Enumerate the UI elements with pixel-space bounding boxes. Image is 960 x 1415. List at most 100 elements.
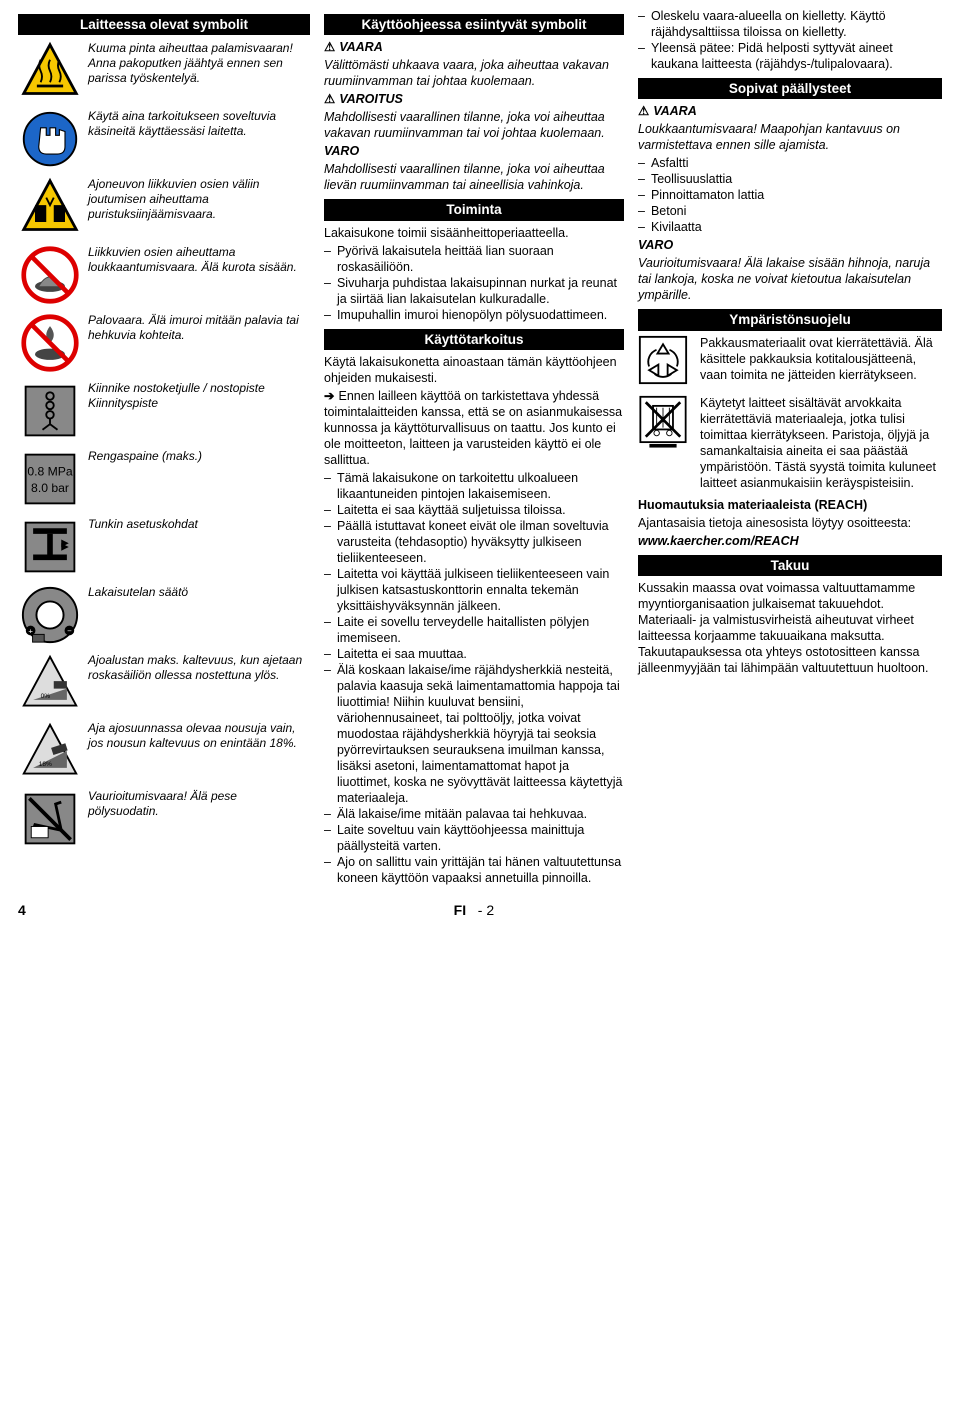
env-text-2: Käytetyt laitteet sisältävät arvokkaita … xyxy=(700,395,942,491)
kaytto-heading: Käyttötarkoitus xyxy=(324,329,624,350)
footer-page: - 2 xyxy=(478,902,494,918)
list-item: Teollisuuslattia xyxy=(651,171,732,187)
page-columns: Laitteessa olevat symbolit Kuuma pinta a… xyxy=(18,8,942,886)
symbol-row: Kiinnike nostoketjulle / nostopiste Kiin… xyxy=(18,379,310,443)
reach-text: Ajantasaisia tietoja ainesosista löytyy … xyxy=(638,515,942,531)
sopivat-heading: Sopivat päällysteet xyxy=(638,78,942,99)
env-text-1: Pakkausmateriaalit ovat kierrätettäviä. … xyxy=(700,335,942,389)
caution-label: VARO xyxy=(324,144,359,158)
symbol-row: Ajoneuvon liikkuvien osien väliin joutum… xyxy=(18,175,310,239)
kaytto-list: Tämä lakaisukone on tarkoitettu ulkoalue… xyxy=(324,470,624,886)
symbol-row: 18% Aja ajosuunnassa olevaa nousuja vain… xyxy=(18,719,310,783)
symbol-row: Palovaara. Älä imuroi mitään palavia tai… xyxy=(18,311,310,375)
list-item: Ajo on sallittu vain yrittäjän tai hänen… xyxy=(337,854,624,886)
no-reach-icon xyxy=(18,243,82,307)
symbol-row: 0.8 MPa 8.0 bar Rengaspaine (maks.) xyxy=(18,447,310,511)
symbol-text: Rengaspaine (maks.) xyxy=(88,447,202,464)
slope-18-icon: 18% xyxy=(18,719,82,783)
lifting-point-icon xyxy=(18,379,82,443)
sopivat-varo-text: Vaurioitumisvaara! Älä lakaise sisään hi… xyxy=(638,255,942,303)
toiminta-list: Pyörivä lakaisutela heittää lian suoraan… xyxy=(324,243,624,323)
list-item: Laitetta ei saa muuttaa. xyxy=(337,646,467,662)
list-item: Pinnoittamaton lattia xyxy=(651,187,764,203)
column-2: Käyttöohjeessa esiintyvät symbolit VAARA… xyxy=(324,8,624,886)
symbol-row: + − Lakaisutelan säätö xyxy=(18,583,310,647)
top-list: Oleskelu vaara-alueella on kielletty. Kä… xyxy=(638,8,942,72)
env-row: Käytetyt laitteet sisältävät arvokkaita … xyxy=(638,395,942,491)
sopivat-danger-label: VAARA xyxy=(638,104,697,118)
reach-heading: Huomautuksia materiaaleista (REACH) xyxy=(638,497,942,513)
sopivat-list: Asfaltti Teollisuuslattia Pinnoittamaton… xyxy=(638,155,942,235)
fire-hazard-icon xyxy=(18,311,82,375)
list-item: Betoni xyxy=(651,203,686,219)
toiminta-heading: Toiminta xyxy=(324,199,624,220)
list-item: Laitetta ei saa käyttää suljetuissa tilo… xyxy=(337,502,566,518)
danger-label: VAARA xyxy=(324,40,383,54)
symbol-row: 0% Ajoalustan maks. kaltevuus, kun ajeta… xyxy=(18,651,310,715)
takuu-heading: Takuu xyxy=(638,555,942,576)
symbol-text: Vaurioitumisvaara! Älä pese pölysuodatin… xyxy=(88,787,310,819)
column-1: Laitteessa olevat symbolit Kuuma pinta a… xyxy=(18,8,310,886)
pinch-hazard-icon xyxy=(18,175,82,239)
symbol-row: Vaurioitumisvaara! Älä pese pölysuodatin… xyxy=(18,787,310,851)
reach-url: www.kaercher.com/REACH xyxy=(638,533,942,549)
kaytto-arrow: Ennen lailleen käyttöä on tarkistettava … xyxy=(324,388,624,468)
caution-text: Mahdollisesti vaarallinen tilanne, joka … xyxy=(324,161,624,193)
warning-label: VAROITUS xyxy=(324,92,403,106)
svg-text:8.0 bar: 8.0 bar xyxy=(31,481,69,495)
symbol-row: Käytä aina tarkoitukseen soveltuvia käsi… xyxy=(18,107,310,171)
list-item: Sivuharja puhdistaa lakaisupinnan nurkat… xyxy=(337,275,624,307)
slope-raised-icon: 0% xyxy=(18,651,82,715)
hot-surface-icon xyxy=(18,39,82,103)
list-item: Oleskelu vaara-alueella on kielletty. Kä… xyxy=(651,8,942,40)
svg-text:−: − xyxy=(67,627,72,636)
symbol-text: Kiinnike nostoketjulle / nostopiste Kiin… xyxy=(88,379,310,411)
symbol-text: Kuuma pinta aiheuttaa palamisvaaran! Ann… xyxy=(88,39,310,86)
list-item: Tämä lakaisukone on tarkoitettu ulkoalue… xyxy=(337,470,624,502)
brush-adjust-icon: + − xyxy=(18,583,82,647)
col2-heading: Käyttöohjeessa esiintyvät symbolit xyxy=(324,14,624,35)
svg-text:0.8 MPa: 0.8 MPa xyxy=(27,465,73,479)
list-item: Laite ei sovellu terveydelle haitalliste… xyxy=(337,614,624,646)
env-row: Pakkausmateriaalit ovat kierrätettäviä. … xyxy=(638,335,942,389)
symbol-row: Kuuma pinta aiheuttaa palamisvaaran! Ann… xyxy=(18,39,310,103)
warning-text: Mahdollisesti vaarallinen tilanne, joka … xyxy=(324,109,624,141)
weee-icon xyxy=(638,395,692,491)
symbol-text: Aja ajosuunnassa olevaa nousuja vain, jo… xyxy=(88,719,310,751)
symbol-text: Ajoneuvon liikkuvien osien väliin joutum… xyxy=(88,175,310,222)
list-item: Pyörivä lakaisutela heittää lian suoraan… xyxy=(337,243,624,275)
symbol-text: Tunkin asetuskohdat xyxy=(88,515,198,532)
no-wash-filter-icon xyxy=(18,787,82,851)
gloves-icon xyxy=(18,107,82,171)
svg-text:18%: 18% xyxy=(39,761,52,768)
danger-text: Välittömästi uhkaava vaara, joka aiheutt… xyxy=(324,57,624,89)
svg-text:0%: 0% xyxy=(41,693,51,700)
list-item: Yleensä pätee: Pidä helposti syttyvät ai… xyxy=(651,40,942,72)
arrow-text: Ennen lailleen käyttöä on tarkistettava … xyxy=(324,389,622,467)
ymp-heading: Ympäristönsuojelu xyxy=(638,309,942,330)
symbol-text: Käytä aina tarkoitukseen soveltuvia käsi… xyxy=(88,107,310,139)
symbol-row: Tunkin asetuskohdat xyxy=(18,515,310,579)
jack-point-icon xyxy=(18,515,82,579)
list-item: Kivilaatta xyxy=(651,219,702,235)
symbol-text: Lakaisutelan säätö xyxy=(88,583,188,600)
list-item: Asfaltti xyxy=(651,155,689,171)
footer-left: 4 xyxy=(18,902,26,920)
symbol-text: Palovaara. Älä imuroi mitään palavia tai… xyxy=(88,311,310,343)
list-item: Älä koskaan lakaise/ime räjähdysherkkiä … xyxy=(337,662,624,806)
symbol-row: Liikkuvien osien aiheuttama loukkaantumi… xyxy=(18,243,310,307)
col1-heading: Laitteessa olevat symbolit xyxy=(18,14,310,35)
symbol-text: Ajoalustan maks. kaltevuus, kun ajetaan … xyxy=(88,651,310,683)
sopivat-danger-text: Loukkaantumisvaara! Maapohjan kantavuus … xyxy=(638,121,942,153)
takuu-text: Kussakin maassa ovat voimassa valtuuttam… xyxy=(638,580,942,676)
toiminta-intro: Lakaisukone toimii sisäänheittoperiaatte… xyxy=(324,225,624,241)
page-footer: 4 FI - 2 xyxy=(18,902,942,920)
sopivat-varo-label: VARO xyxy=(638,238,673,252)
symbol-text: Liikkuvien osien aiheuttama loukkaantumi… xyxy=(88,243,310,275)
list-item: Laite soveltuu vain käyttöohjeessa maini… xyxy=(337,822,624,854)
tire-pressure-icon: 0.8 MPa 8.0 bar xyxy=(18,447,82,511)
list-item: Laitetta voi käyttää julkiseen tieliiken… xyxy=(337,566,624,614)
list-item: Päällä istuttavat koneet eivät ole ilman… xyxy=(337,518,624,566)
recycle-icon xyxy=(638,335,692,389)
kaytto-intro: Käytä lakaisukonetta ainoastaan tämän kä… xyxy=(324,354,624,386)
